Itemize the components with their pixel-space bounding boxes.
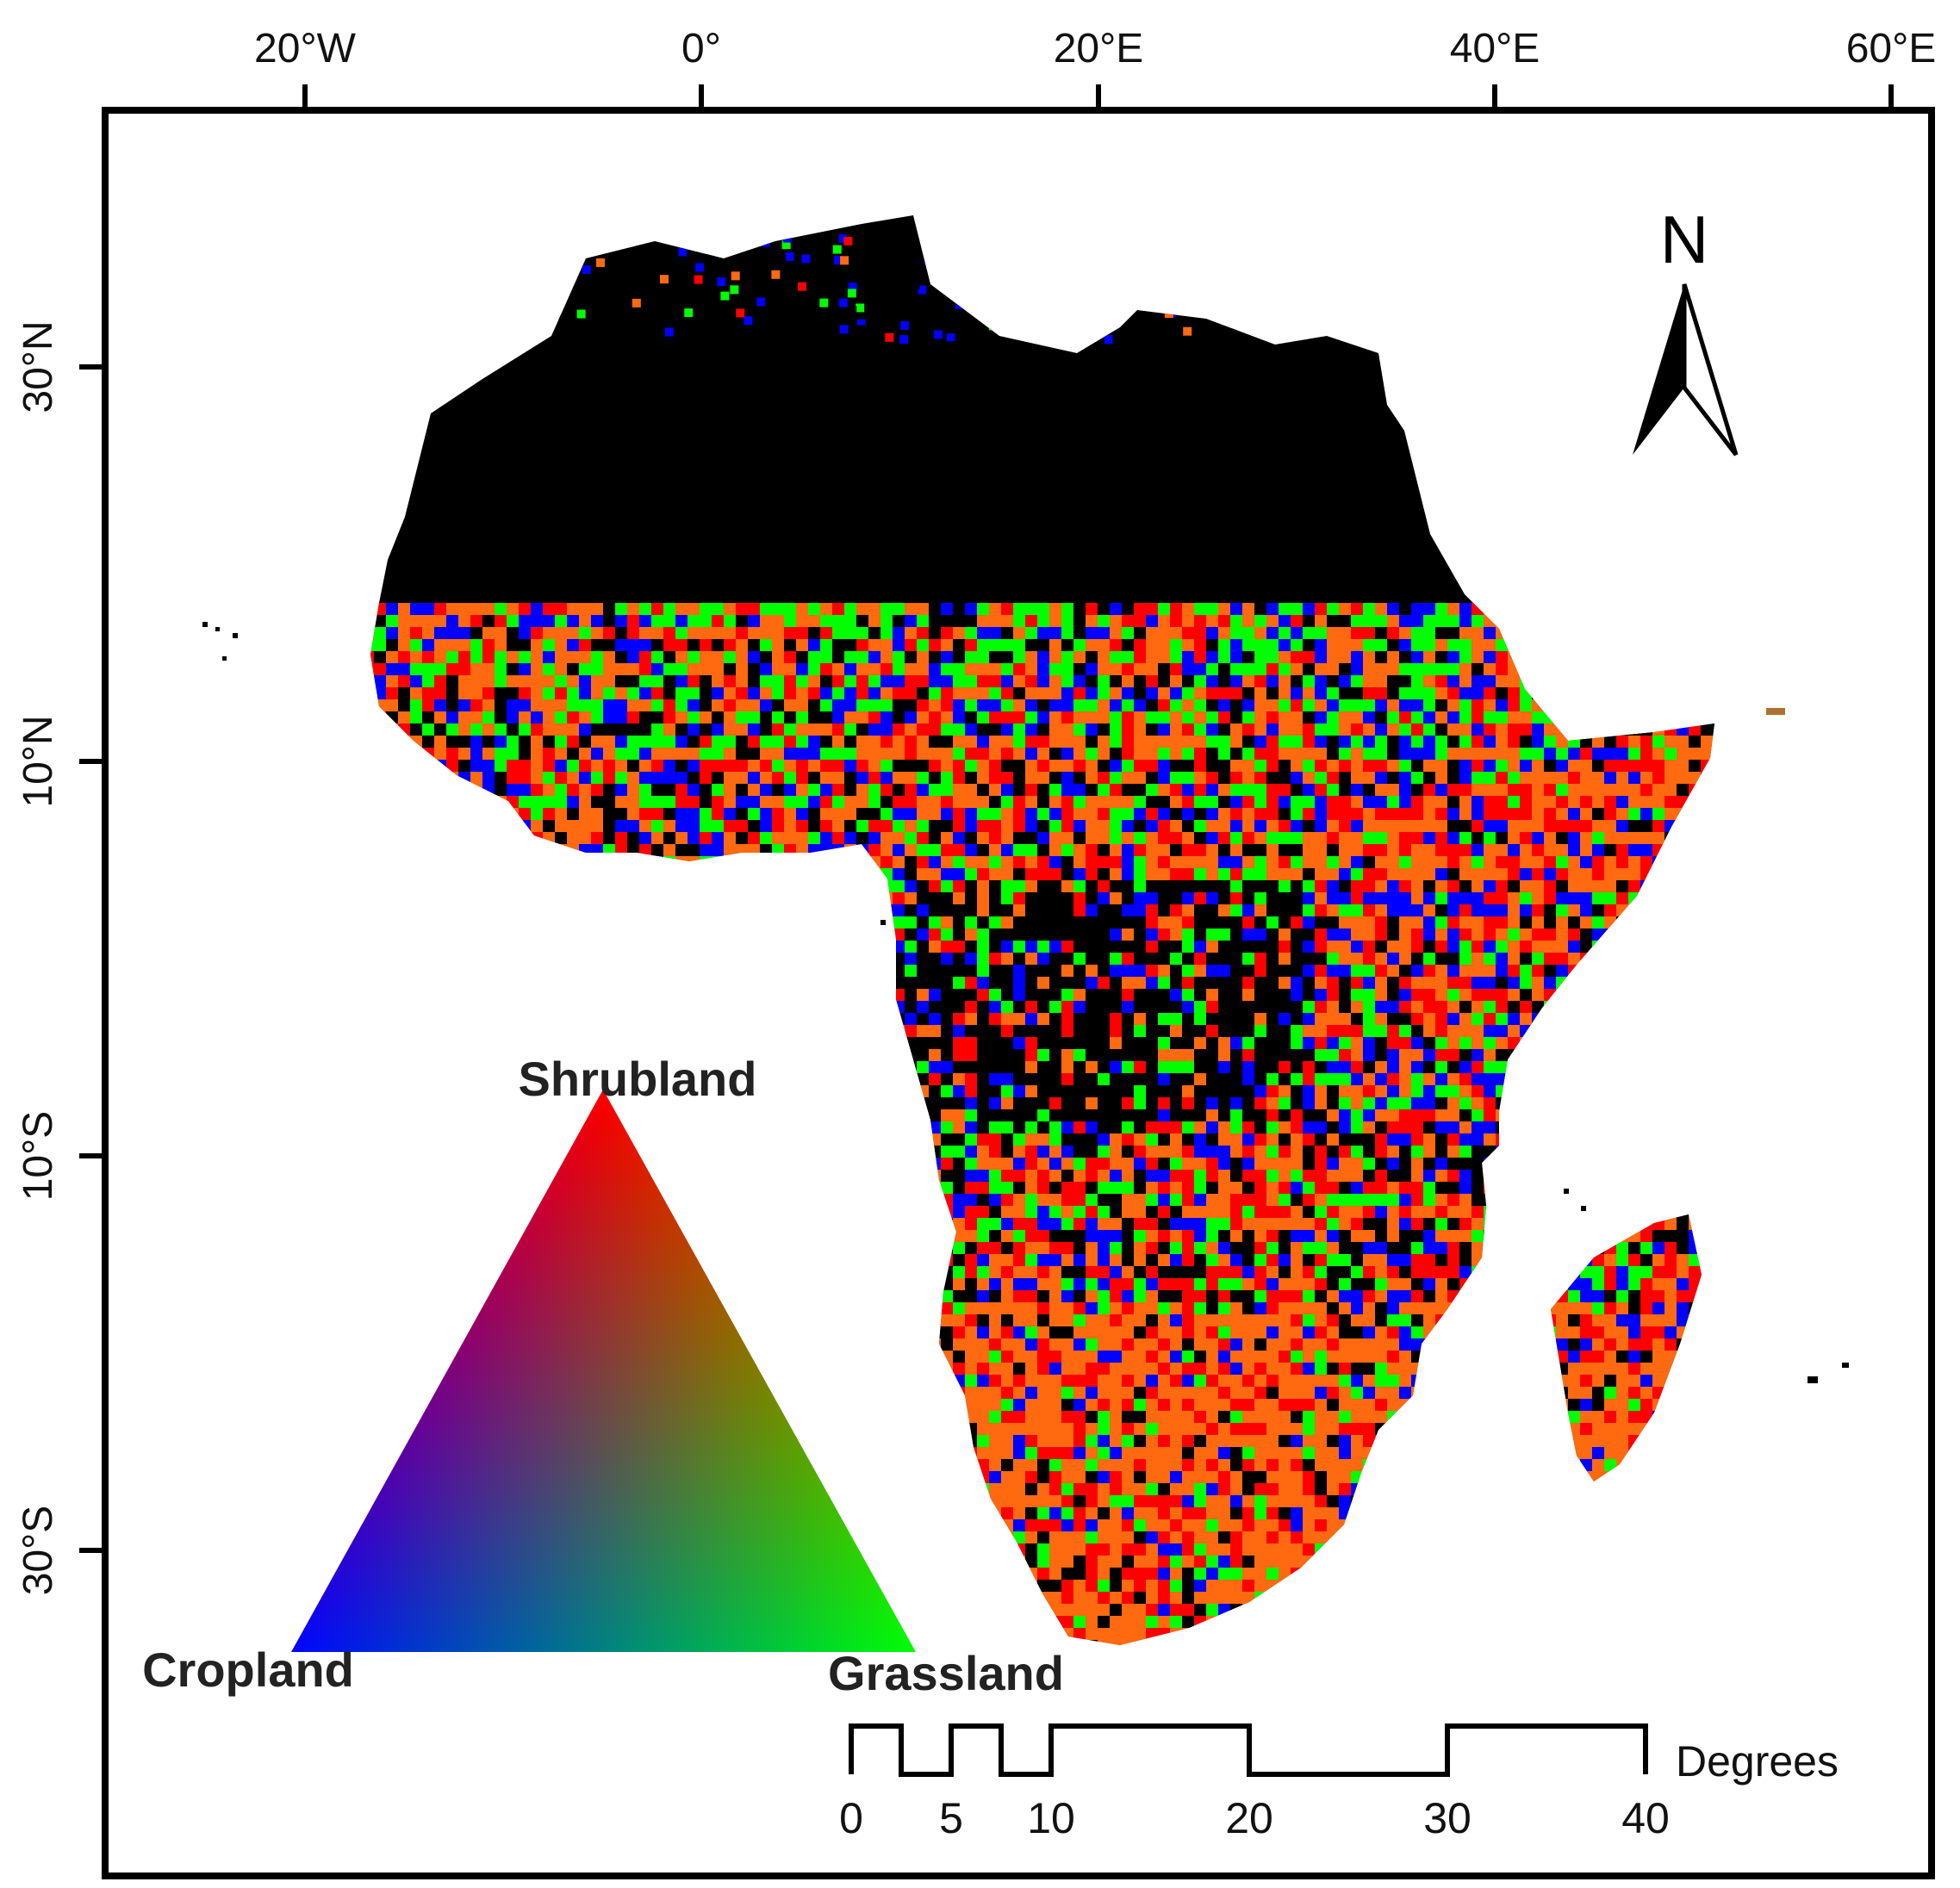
scale-tick-5: 5: [939, 1794, 963, 1842]
lat-label-30s: 30°S: [16, 1506, 61, 1596]
longitude-labels: 20°W 0° 20°E 40°E 60°E: [254, 26, 1936, 71]
scale-tick-30: 30: [1423, 1794, 1472, 1842]
scale-unit-label: Degrees: [1676, 1737, 1839, 1786]
legend-label-shrubland: Shrubland: [519, 1052, 757, 1106]
north-arrow: N: [1633, 202, 1739, 456]
scale-tick-40: 40: [1621, 1794, 1670, 1842]
lon-label-40e: 40°E: [1450, 26, 1540, 71]
lon-label-0: 0°: [681, 26, 721, 71]
latitude-ticks: [79, 364, 105, 1553]
ternary-color-legend: Shrubland Cropland Grassland: [142, 1052, 1064, 1700]
scale-tick-10: 10: [1027, 1794, 1075, 1842]
lon-label-20w: 20°W: [254, 26, 357, 71]
scale-bar-line: [849, 1723, 1648, 1777]
north-arrow-left-half: [1633, 284, 1684, 455]
lat-label-30n: 30°N: [16, 320, 61, 413]
longitude-ticks: [302, 84, 1894, 110]
north-arrow-label: N: [1660, 202, 1708, 277]
lat-label-10s: 10°S: [16, 1111, 61, 1202]
legend-label-grassland: Grassland: [828, 1646, 1064, 1700]
latitude-labels: 30°N 10°N 10°S 30°S: [16, 320, 61, 1595]
legend-label-cropland: Cropland: [142, 1643, 354, 1697]
scale-tick-20: 20: [1225, 1794, 1273, 1842]
scale-tick-0: 0: [839, 1794, 863, 1842]
island-dots: [202, 622, 1849, 1383]
lon-label-20e: 20°E: [1054, 26, 1144, 71]
map-frame: [102, 107, 1935, 1879]
lat-label-10n: 10°N: [16, 715, 61, 807]
scale-bar: 0 5 10 20 30 40 Degrees: [839, 1723, 1839, 1842]
north-arrow-right-half: [1682, 283, 1739, 456]
lon-label-60e: 60°E: [1846, 26, 1937, 71]
